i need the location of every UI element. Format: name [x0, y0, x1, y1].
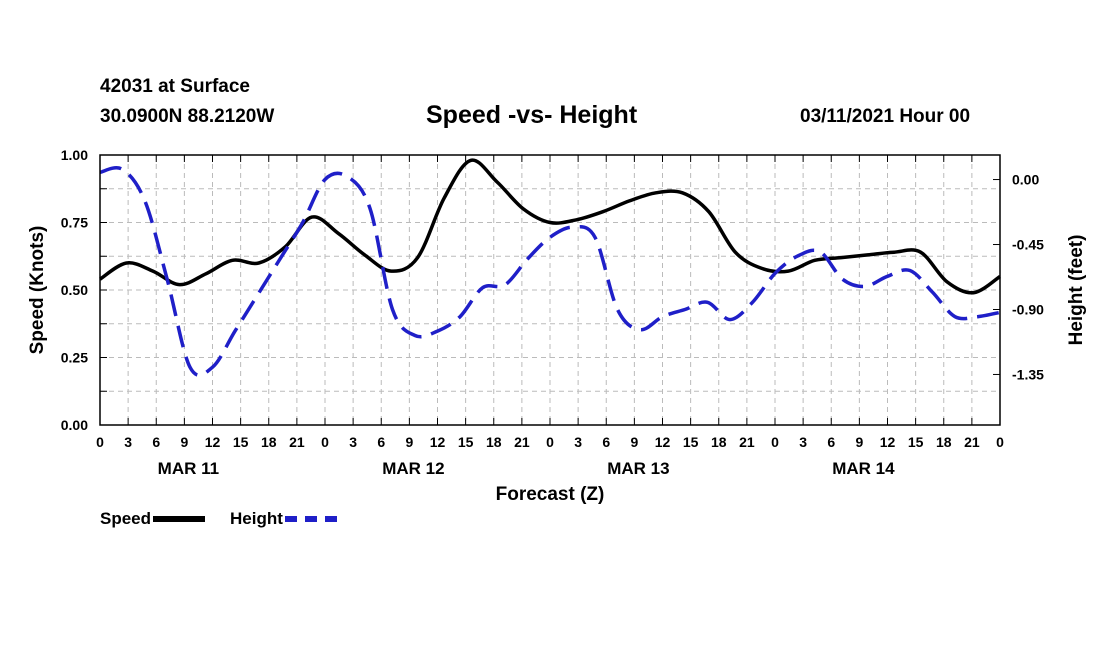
height-series-line — [99, 166, 1001, 377]
x-tick-label: 6 — [827, 434, 835, 450]
y-tick-label-left: 0.25 — [61, 350, 88, 366]
station-label: 42031 at Surface — [100, 76, 250, 97]
x-tick-label: 18 — [936, 434, 952, 450]
grid — [100, 155, 1000, 425]
x-tick-label: 18 — [711, 434, 727, 450]
date-label: MAR 14 — [832, 459, 895, 478]
x-tick-label: 12 — [205, 434, 221, 450]
axis-ticks — [99, 155, 1001, 425]
y-tick-label-left: 0.50 — [61, 282, 88, 298]
chart-title: Speed -vs- Height — [426, 101, 638, 129]
x-tick-label: 21 — [739, 434, 755, 450]
axis-labels: 0 3 6 9 12 15 18 21 0 3 6 9 12 15 18 21 0 3 6 9 12 15 18 21 0 3 6 9… — [61, 147, 1044, 478]
y-tick-label-left: 0.00 — [61, 417, 88, 433]
legend-height: Height — [230, 509, 337, 529]
x-tick-label: 3 — [799, 434, 807, 450]
x-tick-label: 9 — [180, 434, 188, 450]
plot-frame — [99, 154, 1001, 426]
legend-height-label: Height — [230, 509, 283, 528]
legend-speed: Speed — [100, 509, 206, 529]
x-tick-label: 3 — [574, 434, 582, 450]
forecast-datetime: 03/11/2021 Hour 00 — [800, 106, 971, 127]
x-tick-label: 3 — [124, 434, 132, 450]
y-tick-label-left: 1.00 — [61, 147, 88, 163]
legend-height-swatch — [284, 516, 337, 522]
series-layer — [99, 158, 1001, 377]
x-tick-label: 21 — [289, 434, 305, 450]
speed-series-line — [99, 158, 1001, 295]
x-tick-label: 6 — [152, 434, 160, 450]
x-tick-label: 6 — [377, 434, 385, 450]
x-tick-label: 18 — [486, 434, 502, 450]
x-tick-label: 15 — [458, 434, 474, 450]
date-label: MAR 12 — [382, 459, 444, 478]
x-tick-label: 15 — [908, 434, 924, 450]
x-tick-label: 0 — [996, 434, 1004, 450]
date-label: MAR 13 — [607, 459, 669, 478]
legend-speed-swatch — [153, 516, 206, 522]
x-tick-label: 3 — [349, 434, 357, 450]
x-tick-label: 12 — [655, 434, 671, 450]
x-tick-label: 12 — [430, 434, 446, 450]
y-tick-label-left: 0.75 — [61, 215, 88, 231]
y-tick-label-right: -0.90 — [1012, 301, 1044, 317]
x-tick-label: 21 — [964, 434, 980, 450]
y-axis-title-right: Height (feet) — [1066, 235, 1087, 346]
x-tick-label: 6 — [602, 434, 610, 450]
x-tick-label: 0 — [96, 434, 104, 450]
y-tick-label-right: -0.45 — [1012, 237, 1044, 253]
x-tick-label: 9 — [630, 434, 638, 450]
x-tick-label: 18 — [261, 434, 277, 450]
x-tick-label: 15 — [233, 434, 249, 450]
x-tick-label: 0 — [321, 434, 329, 450]
x-axis-title: Forecast (Z) — [496, 484, 605, 505]
x-tick-label: 12 — [880, 434, 896, 450]
x-tick-label: 0 — [771, 434, 779, 450]
x-tick-label: 9 — [855, 434, 863, 450]
x-tick-label: 15 — [683, 434, 699, 450]
y-tick-label-right: 0.00 — [1012, 172, 1039, 188]
x-tick-label: 0 — [546, 434, 554, 450]
x-tick-label: 21 — [514, 434, 530, 450]
legend-speed-label: Speed — [100, 509, 152, 528]
x-tick-label: 9 — [405, 434, 413, 450]
y-axis-title-left: Speed (Knots) — [27, 226, 48, 355]
station-coordinates: 30.0900N 88.2120W — [100, 106, 275, 127]
date-label: MAR 11 — [158, 459, 219, 478]
y-tick-label-right: -1.35 — [1012, 366, 1044, 382]
